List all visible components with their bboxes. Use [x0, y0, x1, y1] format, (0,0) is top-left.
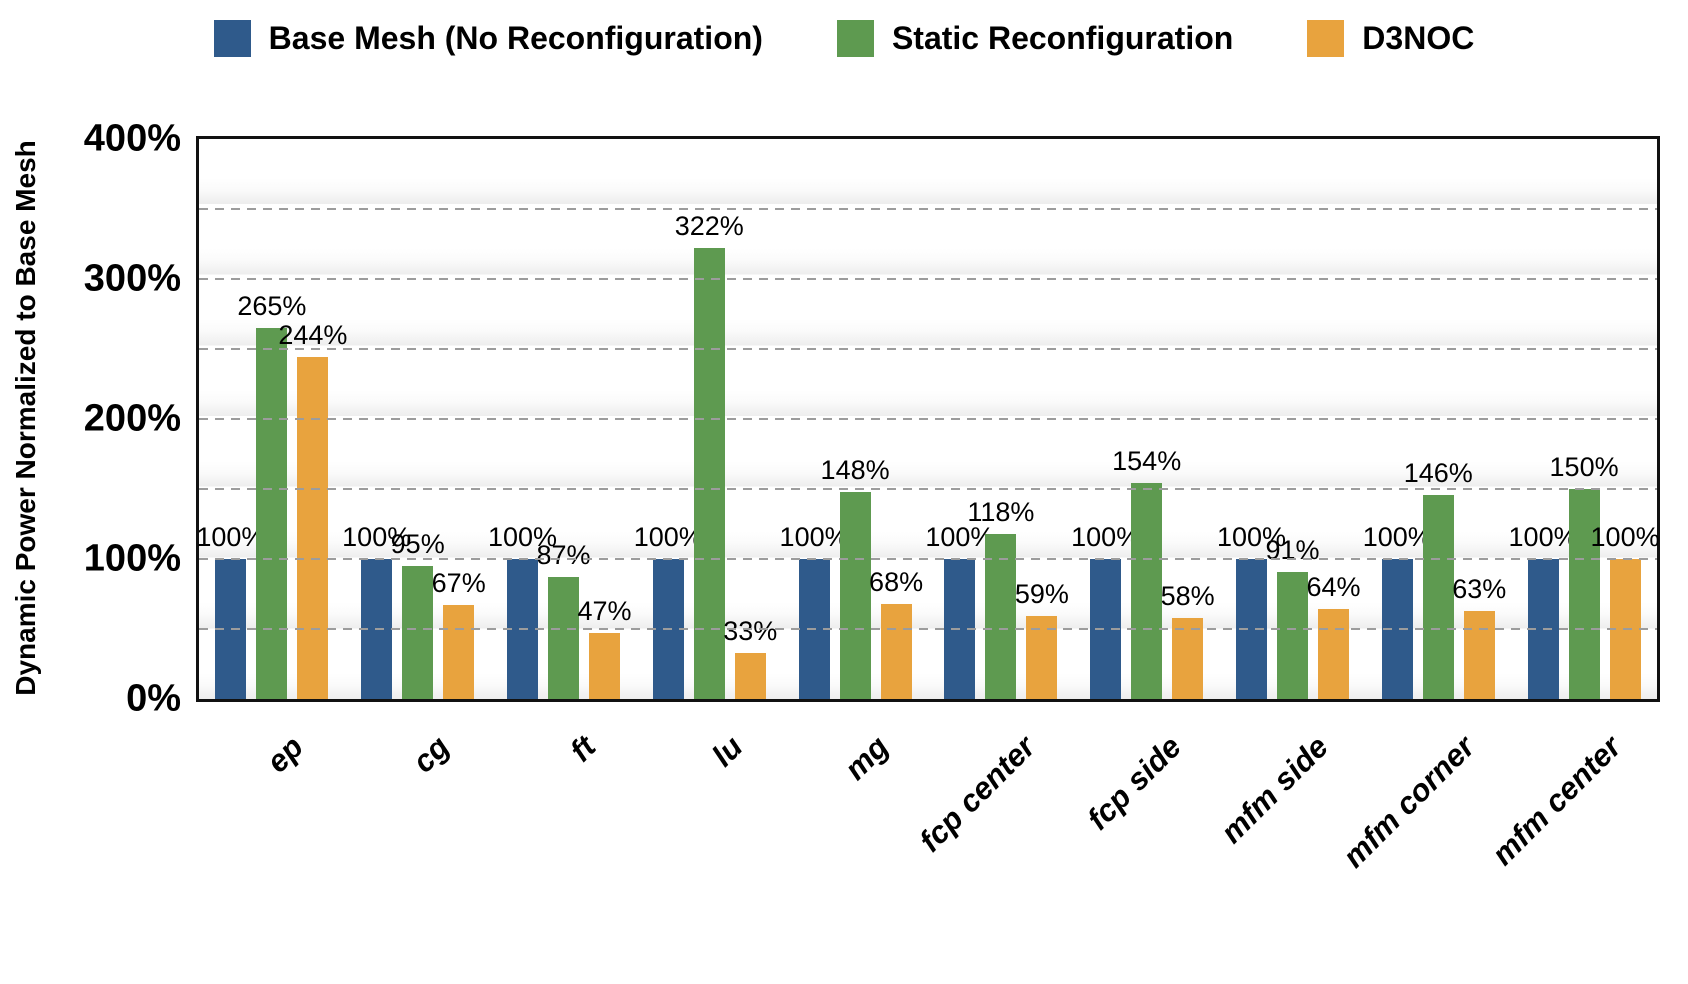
bar-d3noc-mfm-side: 64%	[1306, 572, 1360, 699]
bar-d3noc-lu: 33%	[723, 616, 777, 699]
legend-item-3: D3NOC	[1307, 20, 1474, 57]
bar-d3noc-mg: 68%	[869, 567, 923, 699]
bar-group-mfm-corner: 100% 146% 63%	[1363, 139, 1511, 699]
x-category-label-ep: ep	[259, 729, 310, 780]
bar-value-label: 64%	[1306, 572, 1361, 603]
bar-d3noc-fcp-center: 59%	[1015, 579, 1069, 699]
y-tick-200%: 200%	[83, 397, 181, 440]
x-category-label-fcp-side: fcp side	[1080, 729, 1189, 837]
gridline-200	[199, 418, 1657, 420]
gridline-50	[199, 628, 1657, 630]
x-category-label-fcp-center: fcp center	[912, 729, 1042, 859]
bar-value-label: 59%	[1014, 579, 1069, 610]
bar-value-label: 95%	[390, 529, 445, 559]
bar-value-label: 322%	[674, 211, 744, 242]
legend-item-2: Static Reconfiguration	[836, 20, 1234, 57]
gridline-100	[199, 558, 1657, 560]
legend-item-1: Base Mesh (No Reconfiguration)	[213, 20, 763, 57]
bar-value-label: 100%	[1590, 522, 1660, 552]
gridline-250	[199, 348, 1657, 350]
y-tick-400%: 400%	[83, 117, 181, 160]
x-label-cell: fcp side	[1074, 705, 1220, 935]
x-label-cell: cg	[342, 705, 488, 935]
y-axis-title: Dynamic Power Normalized to Base Mesh	[10, 140, 41, 696]
bar-value-label: 148%	[820, 454, 890, 485]
bar-d3noc-cg: 67%	[432, 568, 486, 699]
bar-static-fcp-side: 154%	[1112, 446, 1181, 699]
x-label-cell: mfm center	[1485, 705, 1660, 935]
bar-group-cg: 100% 95% 67%	[342, 139, 491, 699]
gridline-150	[199, 488, 1657, 490]
bar-value-label: 91%	[1265, 534, 1320, 565]
bar-d3noc-fcp-side: 58%	[1161, 581, 1215, 699]
bar-value-label: 265%	[237, 291, 307, 321]
bar-static-mfm-corner: 146%	[1404, 458, 1473, 699]
bar-static-mg: 148%	[821, 455, 890, 699]
bar-value-label: 100%	[487, 522, 558, 552]
x-label-cell: mfm side	[1214, 705, 1367, 935]
x-category-label-lu: lu	[704, 729, 750, 774]
bar-static-ft: 87%	[536, 540, 591, 699]
bar-group-ep: 100% 265% 244%	[196, 139, 347, 699]
bar-d3noc-mfm-corner: 63%	[1452, 574, 1506, 699]
bar-value-label: 100%	[1362, 522, 1432, 552]
bar-value-label: 68%	[869, 566, 924, 597]
legend-label: Static Reconfiguration	[891, 20, 1234, 56]
bar-static-mfm-side: 91%	[1265, 535, 1319, 699]
bar-value-label: 58%	[1160, 580, 1215, 611]
bar-value-label: 47%	[577, 596, 632, 627]
bar-value-label: 100%	[1508, 522, 1578, 552]
x-category-label-mfm-side: mfm side	[1213, 729, 1335, 850]
bar-group-fcp-center: 100% 118% 59%	[925, 139, 1074, 699]
gridline-350	[199, 208, 1657, 210]
bar-value-label: 100%	[633, 522, 703, 552]
legend-swatch-icon	[1307, 20, 1345, 57]
chart-legend: Base Mesh (No Reconfiguration) Static Rec…	[0, 20, 1688, 57]
bar-static-mfm-center: 150%	[1550, 452, 1619, 699]
bar-value-label: 100%	[779, 522, 849, 552]
bar-static-fcp-center: 118%	[967, 497, 1034, 699]
legend-label: Base Mesh (No Reconfiguration)	[268, 20, 763, 56]
legend-swatch-icon	[213, 20, 251, 57]
bar-value-label: 118%	[967, 496, 1035, 527]
bar-value-label: 146%	[1403, 457, 1473, 488]
x-label-cell: ft	[489, 705, 635, 935]
bar-static-ep: 265%	[237, 291, 306, 699]
x-category-label-cg: cg	[406, 729, 457, 780]
bar-value-label: 150%	[1549, 452, 1619, 482]
plot-area: 100% 265% 244% 100% 95% 67% 100% 87% 47% 100% 322%…	[84, 118, 1660, 720]
bar-static-lu: 322%	[675, 211, 744, 699]
y-tick-100%: 100%	[83, 537, 181, 580]
bar-value-label: 244%	[278, 320, 348, 351]
bar-value-label: 100%	[196, 522, 266, 552]
x-label-cell: lu	[635, 705, 781, 935]
bar-d3noc-ep: 244%	[278, 320, 347, 699]
bar-static-cg: 95%	[391, 529, 445, 699]
bar-value-label: 154%	[1112, 446, 1182, 477]
bar-value-label: 87%	[536, 540, 591, 571]
gridline-300	[199, 278, 1657, 280]
x-label-cell: ep	[196, 705, 342, 935]
bar-value-label: 100%	[925, 522, 995, 552]
y-tick-300%: 300%	[83, 257, 181, 300]
x-category-label-mg: mg	[837, 729, 896, 787]
bar-value-label: 100%	[1216, 522, 1286, 552]
x-label-cell: mfm corner	[1336, 705, 1513, 935]
bar-value-label: 67%	[431, 568, 486, 599]
bar-value-label: 100%	[1071, 522, 1141, 552]
x-axis-labels: ep cg ft lu mg fcp center fcp side mfm side mfm …	[196, 705, 1660, 935]
bar-value-label: 63%	[1452, 573, 1507, 604]
legend-swatch-icon	[836, 20, 874, 57]
y-tick-0%: 0%	[126, 677, 181, 720]
legend-label: D3NOC	[1362, 20, 1475, 56]
x-category-label-ft: ft	[563, 729, 603, 769]
bar-value-label: 100%	[342, 522, 412, 552]
x-label-cell: mg	[782, 705, 928, 935]
bar-d3noc-ft: 47%	[577, 596, 632, 699]
bar-base-mfm-corner: 100%	[1363, 522, 1432, 699]
bar-value-label: 33%	[723, 615, 778, 646]
x-label-cell: fcp center	[912, 705, 1074, 935]
